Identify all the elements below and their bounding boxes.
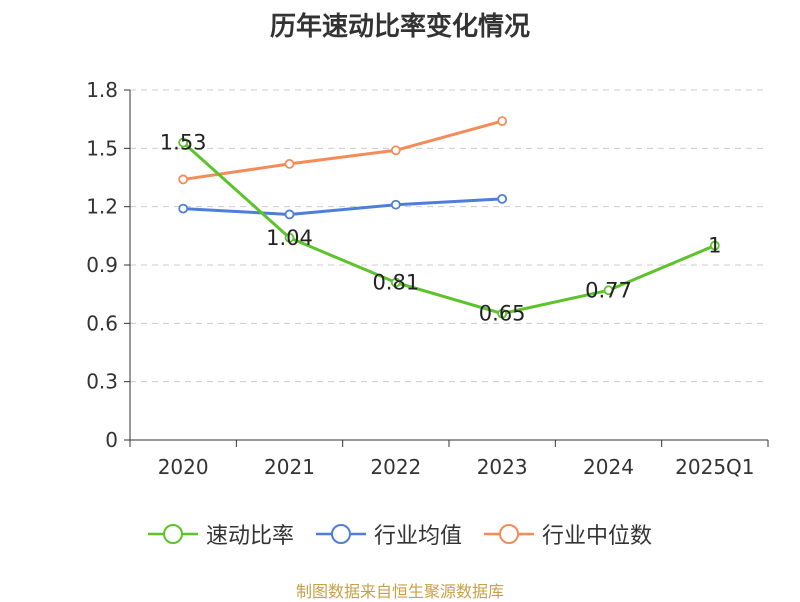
legend-label: 行业中位数	[542, 524, 653, 549]
legend-swatch	[315, 524, 366, 544]
chart-title: 历年速动比率变化情况	[269, 12, 530, 42]
data-point	[390, 199, 401, 210]
series-line	[183, 197, 503, 216]
y-tick-label: 0.3	[86, 370, 118, 394]
data-point	[497, 308, 508, 319]
legend-swatch	[147, 524, 198, 544]
series-lines	[178, 116, 720, 319]
legend-label: 速动比率	[205, 524, 294, 549]
data-point	[178, 174, 189, 185]
x-tick-label: 2021	[264, 455, 315, 479]
data-label: 0.77	[585, 278, 632, 302]
x-tick-label: 2024	[583, 455, 634, 479]
y-tick-label: 0	[105, 428, 118, 452]
series-line	[182, 119, 503, 181]
data-point	[390, 145, 401, 156]
axes: 0 0.3 0.6 0.9 1.2 1.5 1.8 2020 2021 2022 2023 2024 2…	[86, 78, 769, 479]
legend: 速动比率 行业均值 行业中位数	[0, 518, 800, 550]
y-tick-label: 1.5	[86, 136, 118, 160]
data-point	[284, 209, 295, 220]
data-point	[390, 277, 401, 288]
data-label: 1.04	[266, 226, 313, 250]
y-tick-label: 1.2	[86, 195, 118, 219]
x-tick-label: 2020	[158, 455, 209, 479]
data-label: 1.53	[160, 131, 207, 155]
data-label: 0.81	[372, 271, 419, 295]
source-note: 制图数据来自恒生聚源数据库	[295, 582, 504, 601]
series-line	[182, 141, 716, 316]
data-point	[709, 240, 720, 251]
data-label: 1	[708, 234, 721, 258]
data-labels: 1.53 1.04 0.81 0.65 0.77 1	[160, 131, 722, 326]
legend-item[interactable]: 行业均值	[315, 518, 462, 550]
legend-item[interactable]: 速动比率	[147, 518, 294, 550]
y-tick-label: 0.9	[86, 253, 118, 277]
data-point	[178, 203, 189, 214]
y-tick-label: 0.6	[86, 311, 118, 335]
x-tick-label: 2023	[477, 455, 528, 479]
x-tick-label: 2022	[370, 455, 421, 479]
data-point	[284, 158, 295, 169]
legend-swatch	[484, 524, 534, 544]
legend-label: 行业均值	[373, 524, 462, 549]
data-label: 0.65	[479, 302, 526, 326]
x-tick-label: 2025Q1	[675, 455, 754, 479]
grid-lines	[130, 89, 768, 383]
data-point	[284, 232, 295, 243]
data-point	[497, 116, 508, 127]
data-point	[497, 193, 508, 204]
legend-item[interactable]: 行业中位数	[484, 518, 652, 550]
data-point	[178, 137, 189, 148]
y-tick-label: 1.8	[86, 78, 118, 102]
data-point	[603, 285, 614, 296]
